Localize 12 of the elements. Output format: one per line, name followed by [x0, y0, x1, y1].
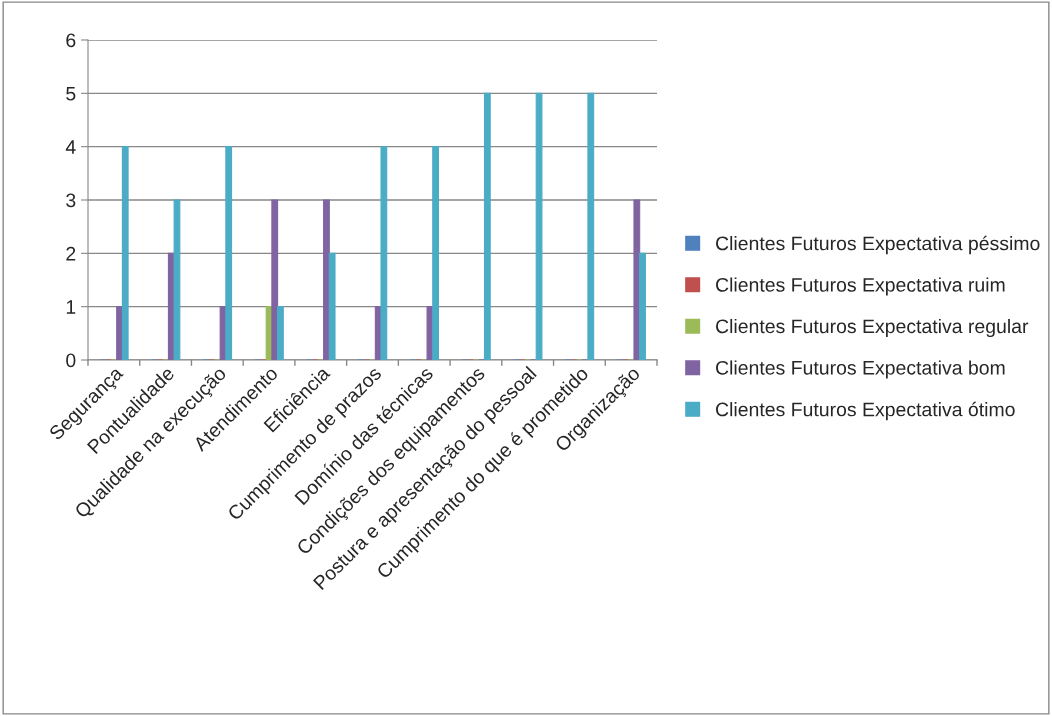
legend-label: Clientes Futuros Expectativa bom	[716, 360, 1005, 379]
y-tick-label: 5	[66, 87, 76, 101]
legend-label: Clientes Futuros Expectativa regular	[716, 318, 1029, 338]
legend-label: Clientes Futuros Expectativa ótimo	[716, 401, 1015, 421]
y-tick-label: 1	[66, 300, 76, 314]
y-tick-label: 6	[66, 33, 76, 48]
y-tick-label: 2	[66, 246, 76, 261]
y-tick-label: 4	[65, 140, 76, 154]
legend-label: Clientes Futuros Expectativa ruim	[716, 277, 1005, 296]
legend-label: Clientes Futuros Expectativa péssimo	[716, 235, 1040, 255]
y-tick-label: 0	[66, 353, 76, 368]
y-tick-label: 3	[66, 193, 76, 208]
